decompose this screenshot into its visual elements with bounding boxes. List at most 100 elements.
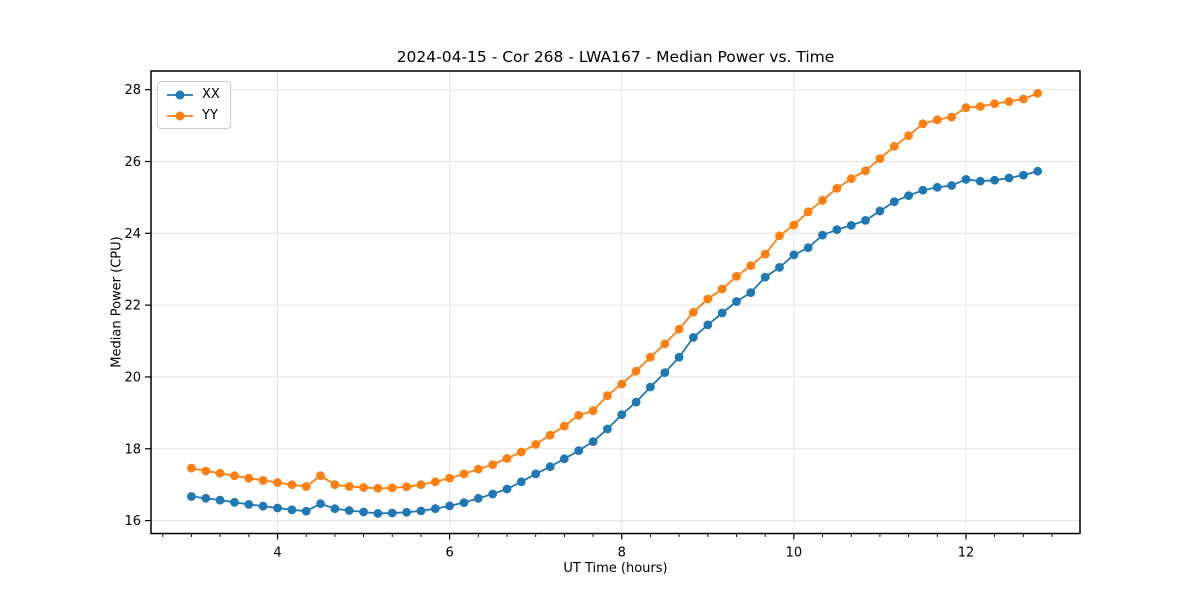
data-point-xx xyxy=(402,507,411,517)
y-tick-label: 18 xyxy=(124,442,141,457)
data-point-yy xyxy=(674,324,684,334)
data-point-xx xyxy=(516,477,526,487)
data-point-yy xyxy=(387,483,397,493)
data-point-yy xyxy=(273,478,282,487)
data-point-yy xyxy=(990,99,999,109)
data-point-xx xyxy=(244,500,254,509)
data-point-yy xyxy=(875,154,885,164)
data-point-xx xyxy=(660,368,670,377)
data-point-yy xyxy=(359,483,368,492)
data-point-xx xyxy=(646,382,655,392)
data-point-xx xyxy=(215,495,225,505)
data-point-yy xyxy=(459,469,469,479)
data-point-yy xyxy=(430,477,440,487)
legend-item-yy: YY xyxy=(166,108,220,123)
data-point-yy xyxy=(244,473,254,483)
data-point-yy xyxy=(230,471,239,481)
data-point-yy xyxy=(1019,94,1028,104)
data-point-yy xyxy=(488,460,498,469)
data-point-xx xyxy=(717,308,727,318)
x-tick-label: 4 xyxy=(273,546,281,561)
x-tick-label: 10 xyxy=(786,546,803,561)
data-point-xx xyxy=(287,505,297,515)
data-point-xx xyxy=(1019,170,1028,180)
data-point-xx xyxy=(459,498,469,507)
data-point-xx xyxy=(344,506,354,515)
data-point-yy xyxy=(502,454,512,463)
data-point-yy xyxy=(258,476,268,485)
data-point-xx xyxy=(932,182,942,192)
data-point-yy xyxy=(215,468,225,478)
data-point-xx xyxy=(990,175,999,185)
y-tick-label: 16 xyxy=(124,514,141,529)
data-point-xx xyxy=(918,185,928,195)
data-point-yy xyxy=(975,102,985,111)
data-point-xx xyxy=(301,506,311,516)
data-point-yy xyxy=(932,115,942,125)
data-point-xx xyxy=(201,493,211,503)
data-point-xx xyxy=(502,484,512,494)
data-point-xx xyxy=(674,352,684,362)
data-point-yy xyxy=(760,249,770,259)
legend: XX YY xyxy=(157,81,231,129)
series-line-yy xyxy=(191,92,1039,490)
axes-spines xyxy=(150,70,1081,535)
data-point-yy xyxy=(846,174,856,184)
legend-line-marker-yy-icon xyxy=(167,111,193,120)
data-point-xx xyxy=(545,462,555,472)
y-tick-label: 20 xyxy=(124,370,141,385)
data-point-yy xyxy=(1033,88,1043,98)
data-point-xx xyxy=(617,410,627,419)
data-point-yy xyxy=(588,406,598,416)
data-point-yy xyxy=(703,294,713,304)
data-point-yy xyxy=(473,464,483,474)
data-point-xx xyxy=(631,397,641,407)
legend-label-xx: XX xyxy=(202,87,220,102)
x-tick-label: 6 xyxy=(445,546,453,561)
data-point-yy xyxy=(187,463,196,473)
data-point-xx xyxy=(832,225,842,235)
data-point-xx xyxy=(445,501,454,511)
data-point-xx xyxy=(904,191,913,201)
y-tick-label: 26 xyxy=(124,155,141,170)
data-point-xx xyxy=(416,506,426,516)
data-point-xx xyxy=(760,272,770,282)
data-point-yy xyxy=(832,184,842,193)
data-point-xx xyxy=(732,297,741,306)
y-tick-label: 28 xyxy=(124,83,141,98)
data-point-yy xyxy=(904,131,913,141)
data-point-yy xyxy=(402,482,411,492)
data-point-yy xyxy=(818,195,827,205)
data-point-xx xyxy=(373,509,383,518)
data-point-yy xyxy=(531,440,541,449)
data-point-yy xyxy=(689,307,698,317)
data-point-xx xyxy=(588,437,598,446)
x-tick-label: 12 xyxy=(958,546,975,561)
y-tick-label: 22 xyxy=(124,299,141,314)
data-point-yy xyxy=(330,480,340,490)
chart-title: 2024-04-15 - Cor 268 - LWA167 - Median P… xyxy=(396,48,835,66)
data-point-yy xyxy=(961,103,971,112)
data-point-xx xyxy=(574,446,584,455)
data-point-yy xyxy=(732,272,741,281)
data-point-xx xyxy=(846,221,856,230)
data-point-xx xyxy=(230,497,239,507)
data-point-yy xyxy=(789,220,799,230)
series-group xyxy=(187,88,1043,518)
data-point-xx xyxy=(359,507,368,517)
data-point-xx xyxy=(387,508,397,518)
data-point-yy xyxy=(660,339,670,349)
data-point-yy xyxy=(316,471,325,481)
data-point-xx xyxy=(947,181,956,190)
data-point-yy xyxy=(416,480,426,490)
series-line-xx xyxy=(191,170,1038,515)
data-point-xx xyxy=(1004,173,1014,183)
data-point-xx xyxy=(258,501,268,511)
x-tick-label: 8 xyxy=(618,546,626,561)
data-point-yy xyxy=(889,142,899,151)
legend-label-yy: YY xyxy=(202,108,218,123)
x-axis-label: UT Time (hours) xyxy=(563,561,668,576)
data-point-xx xyxy=(789,250,799,260)
legend-item-xx: XX xyxy=(166,87,220,102)
